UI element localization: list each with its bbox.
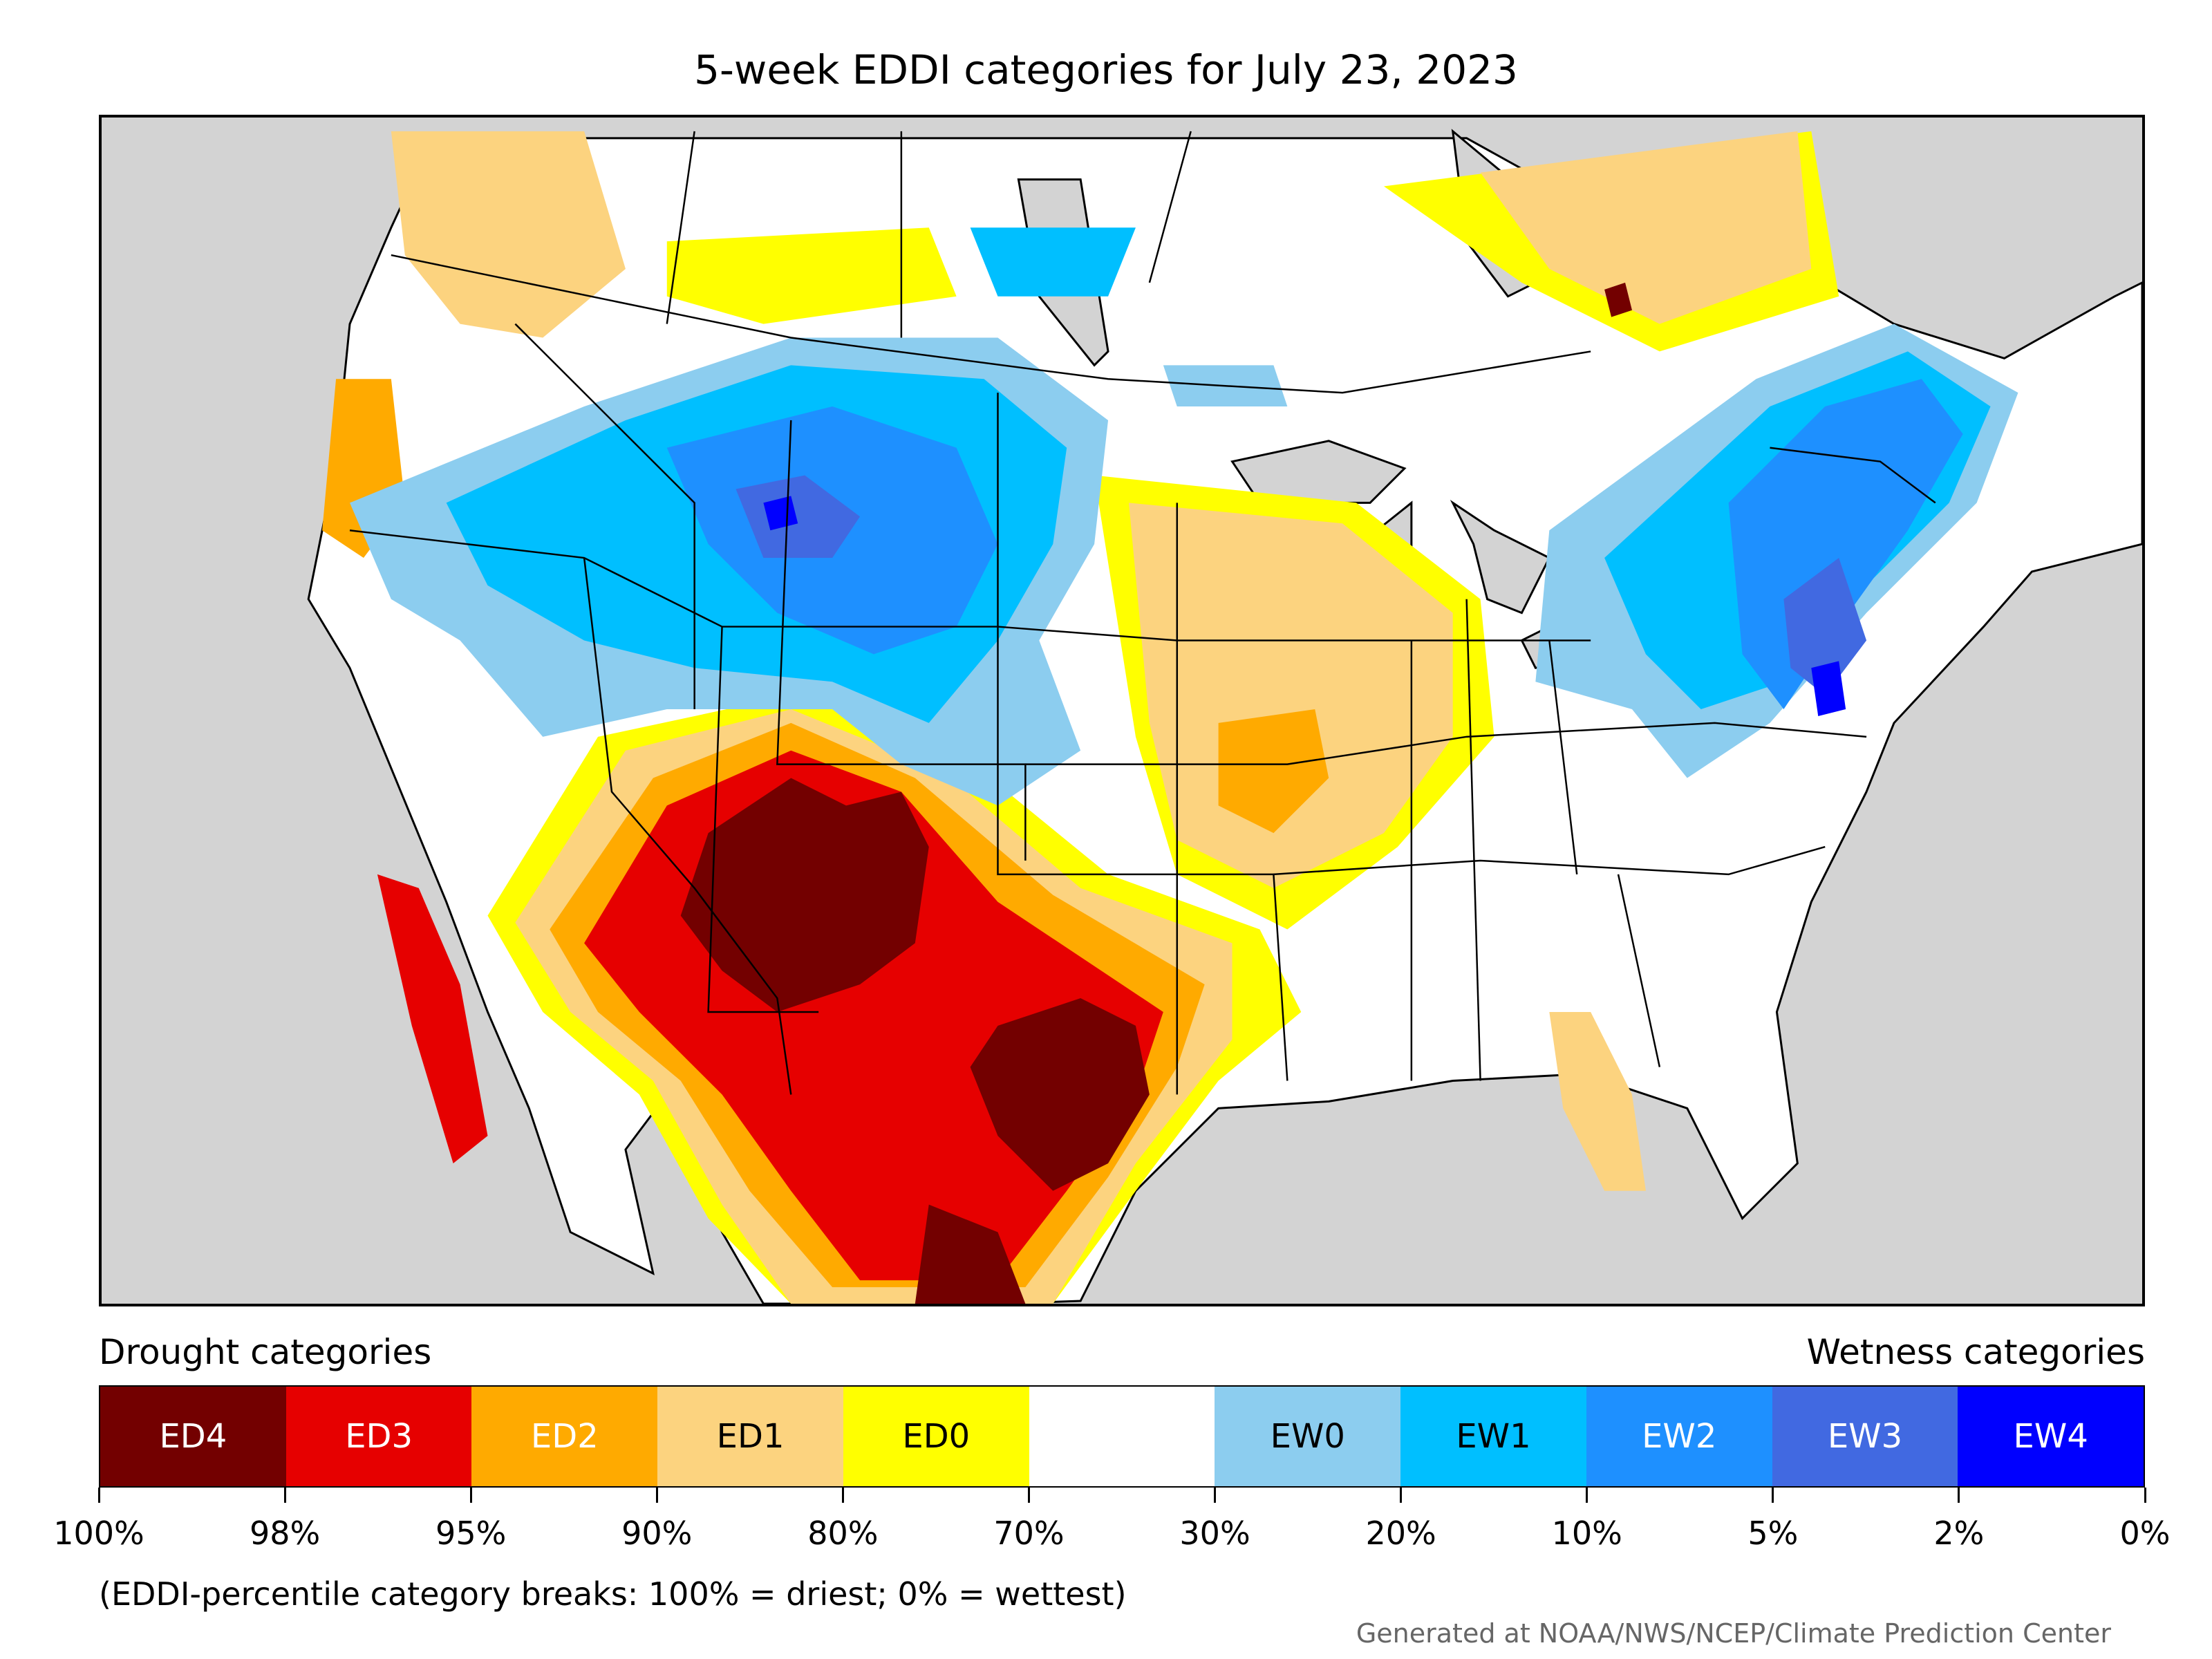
legend-swatch-ew4: EW4 bbox=[1958, 1387, 2144, 1486]
legend-swatch-ed4: ED4 bbox=[100, 1387, 286, 1486]
legend-tick-label: 20% bbox=[1365, 1515, 1436, 1552]
legend-tick bbox=[1027, 1488, 1030, 1503]
legend-swatch-ew2: EW2 bbox=[1586, 1387, 1772, 1486]
legend-swatch-ed0: ED0 bbox=[843, 1387, 1029, 1486]
wetness-categories-header: Wetness categories bbox=[1806, 1332, 2145, 1372]
wetness-areas bbox=[350, 227, 2018, 806]
legend-ticks bbox=[97, 1488, 2146, 1504]
legend-tick-label: 30% bbox=[1179, 1515, 1250, 1552]
legend-swatch-normal bbox=[1029, 1387, 1215, 1486]
legend-swatch-ed2: ED2 bbox=[471, 1387, 658, 1486]
legend-tick-label: 90% bbox=[621, 1515, 693, 1552]
legend-tick-label: 98% bbox=[249, 1515, 321, 1552]
legend-tick-label: 0% bbox=[2119, 1515, 2171, 1552]
legend-swatch-ed1: ED1 bbox=[657, 1387, 843, 1486]
legend-tick-label: 10% bbox=[1551, 1515, 1622, 1552]
legend-tick bbox=[2144, 1488, 2146, 1503]
legend-tick-label: 80% bbox=[807, 1515, 879, 1552]
map-title: 5-week EDDI categories for July 23, 2023 bbox=[694, 46, 1518, 93]
legend-tick-label: 2% bbox=[1933, 1515, 1985, 1552]
drought-categories-header: Drought categories bbox=[99, 1332, 432, 1372]
legend-tick bbox=[97, 1488, 100, 1503]
eddi-map-canvas bbox=[307, 129, 2142, 1304]
legend-swatch-ew1: EW1 bbox=[1400, 1387, 1586, 1486]
legend-tick bbox=[1400, 1488, 1403, 1503]
eddi-map bbox=[99, 115, 2145, 1306]
credit-line: Generated at NOAA/NWS/NCEP/Climate Predi… bbox=[1356, 1618, 2111, 1649]
legend-swatch-ew0: EW0 bbox=[1215, 1387, 1401, 1486]
legend-tick bbox=[841, 1488, 844, 1503]
legend-swatch-ew3: EW3 bbox=[1772, 1387, 1958, 1486]
legend-tick bbox=[1214, 1488, 1217, 1503]
legend-tick bbox=[1958, 1488, 1960, 1503]
legend-tick bbox=[283, 1488, 286, 1503]
legend-tick bbox=[469, 1488, 472, 1503]
legend-swatch-ed3: ED3 bbox=[285, 1387, 472, 1486]
legend-tick bbox=[655, 1488, 658, 1503]
legend-tick-label: 70% bbox=[993, 1515, 1065, 1552]
legend-tick-label: 100% bbox=[53, 1515, 144, 1552]
legend-tick-label: 95% bbox=[435, 1515, 507, 1552]
category-break-note: (EDDI-percentile category breaks: 100% =… bbox=[99, 1575, 1127, 1613]
political-boundaries bbox=[349, 131, 1936, 1095]
legend-tick bbox=[1772, 1488, 1774, 1503]
legend-tick-label: 5% bbox=[1747, 1515, 1799, 1552]
legend-tick bbox=[1586, 1488, 1588, 1503]
category-legend: ED4 ED3 ED2 ED1 ED0 EW0 EW1 EW2 EW3 EW4 bbox=[99, 1385, 2145, 1488]
